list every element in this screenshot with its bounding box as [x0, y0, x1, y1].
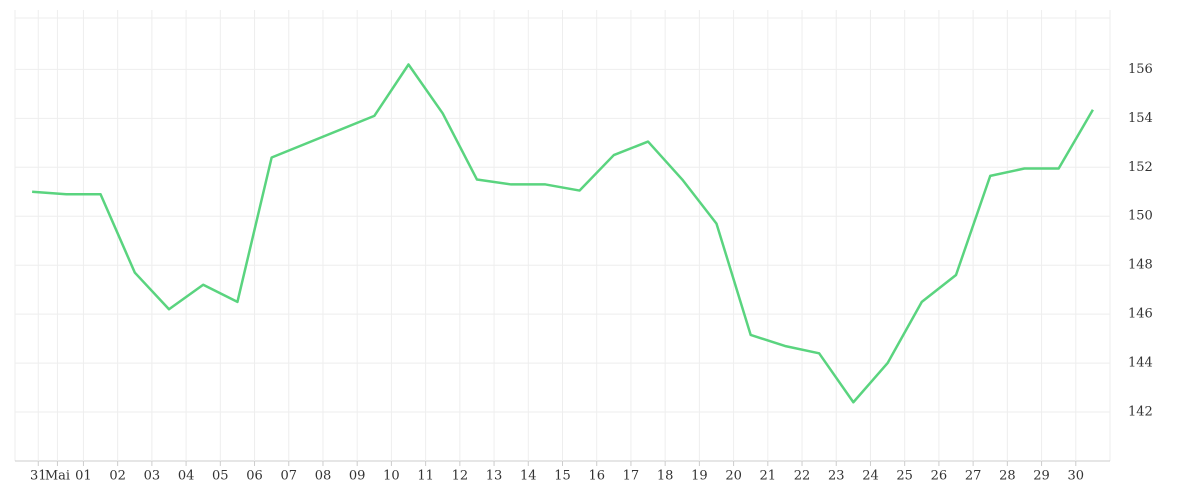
y-tick-label: 150 — [1128, 209, 1153, 224]
x-tick-label: 25 — [896, 469, 913, 484]
x-tick-label: 29 — [1033, 469, 1050, 484]
x-tick-label: 12 — [452, 469, 469, 484]
y-tick-label: 148 — [1128, 258, 1153, 273]
y-tick-label: 146 — [1128, 307, 1153, 322]
y-tick-label: 156 — [1128, 62, 1153, 77]
x-tick-label: 05 — [212, 469, 229, 484]
x-tick-label: 27 — [965, 469, 982, 484]
x-tick-label: 11 — [417, 469, 434, 484]
x-tick-label: 21 — [760, 469, 777, 484]
x-tick-label: 20 — [725, 469, 742, 484]
x-tick-label: 19 — [691, 469, 708, 484]
y-tick-label: 144 — [1128, 356, 1153, 371]
x-tick-label: Mai — [45, 469, 70, 484]
y-tick-label: 152 — [1128, 160, 1153, 175]
x-tick-label: 28 — [999, 469, 1016, 484]
x-tick-label: 04 — [178, 469, 195, 484]
x-tick-label: 07 — [280, 469, 297, 484]
x-tick-label: 14 — [520, 469, 537, 484]
x-tick-label: 10 — [383, 469, 400, 484]
x-tick-label: 18 — [657, 469, 674, 484]
x-tick-label: 26 — [931, 469, 948, 484]
x-tick-label: 08 — [315, 469, 332, 484]
y-tick-label: 142 — [1128, 405, 1153, 420]
y-tick-label: 154 — [1128, 111, 1153, 126]
x-tick-label: 24 — [862, 469, 879, 484]
x-tick-label: 02 — [109, 469, 126, 484]
x-tick-label: 03 — [144, 469, 161, 484]
x-tick-label: 06 — [246, 469, 263, 484]
x-tick-label: 16 — [588, 469, 605, 484]
x-tick-label: 01 — [75, 469, 92, 484]
x-tick-label: 31 — [30, 469, 47, 484]
x-tick-label: 22 — [794, 469, 811, 484]
line — [32, 63, 1094, 404]
x-tick-label: 09 — [349, 469, 366, 484]
x-tick-label: 15 — [554, 469, 571, 484]
x-tick-label: 23 — [828, 469, 845, 484]
x-tick-label: 30 — [1068, 469, 1085, 484]
x-tick-label: 17 — [623, 469, 640, 484]
x-tick-label: 13 — [486, 469, 503, 484]
